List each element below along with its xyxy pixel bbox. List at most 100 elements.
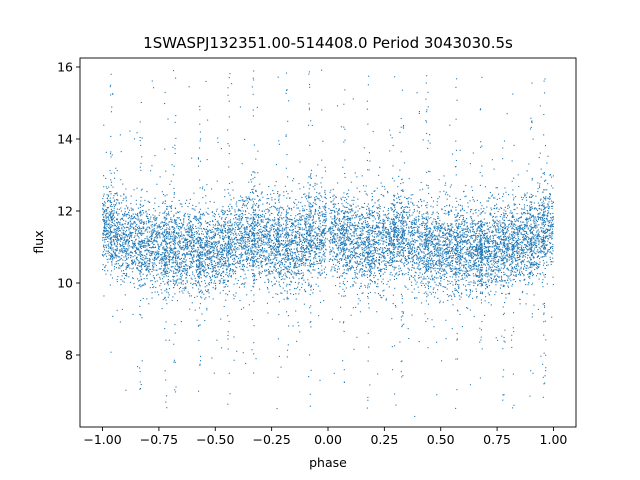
data-point bbox=[367, 254, 369, 256]
data-point bbox=[437, 271, 439, 273]
data-point bbox=[523, 233, 525, 236]
data-point bbox=[354, 225, 356, 227]
data-point bbox=[547, 212, 549, 214]
data-point bbox=[284, 242, 286, 244]
data-point bbox=[517, 218, 519, 220]
data-point bbox=[533, 216, 535, 218]
data-point bbox=[218, 280, 220, 282]
data-point bbox=[408, 279, 411, 281]
data-point bbox=[542, 219, 544, 221]
data-point bbox=[538, 233, 540, 235]
data-point bbox=[310, 289, 312, 291]
data-point bbox=[184, 237, 186, 239]
data-point bbox=[344, 139, 346, 141]
data-point bbox=[239, 215, 241, 217]
data-point bbox=[227, 403, 229, 405]
data-point bbox=[550, 217, 552, 219]
data-point bbox=[521, 248, 523, 250]
data-point bbox=[198, 240, 200, 242]
data-point bbox=[492, 216, 494, 218]
data-point bbox=[209, 275, 211, 277]
data-point bbox=[177, 211, 179, 214]
data-point bbox=[402, 213, 404, 215]
data-point bbox=[482, 258, 484, 261]
data-point bbox=[269, 237, 271, 239]
data-point bbox=[551, 228, 553, 230]
data-point bbox=[170, 245, 172, 247]
data-point bbox=[278, 229, 280, 231]
data-point bbox=[156, 183, 158, 185]
data-point bbox=[277, 214, 279, 216]
data-point bbox=[448, 235, 450, 237]
data-point bbox=[170, 266, 172, 268]
data-point bbox=[355, 216, 357, 218]
data-point bbox=[200, 277, 202, 279]
data-point bbox=[255, 247, 257, 249]
data-point bbox=[165, 379, 167, 381]
data-point bbox=[350, 222, 352, 224]
data-point bbox=[343, 248, 345, 251]
data-point bbox=[176, 300, 179, 302]
data-point bbox=[501, 222, 503, 224]
data-point bbox=[278, 245, 280, 248]
data-point bbox=[243, 264, 245, 266]
data-point bbox=[450, 236, 452, 238]
data-point bbox=[524, 224, 527, 226]
data-point bbox=[309, 243, 311, 245]
data-point bbox=[147, 200, 149, 202]
data-point bbox=[176, 224, 178, 226]
data-point bbox=[176, 263, 178, 265]
data-point bbox=[292, 252, 294, 254]
data-point bbox=[140, 189, 142, 191]
data-point bbox=[285, 134, 287, 136]
data-point bbox=[195, 219, 197, 222]
data-point bbox=[451, 210, 453, 212]
data-point bbox=[361, 232, 363, 234]
data-point bbox=[114, 236, 116, 238]
data-point bbox=[452, 250, 454, 252]
data-point bbox=[372, 257, 374, 259]
data-point bbox=[516, 218, 518, 220]
data-point bbox=[246, 234, 248, 236]
data-point bbox=[190, 250, 193, 252]
data-point bbox=[402, 255, 404, 257]
data-point bbox=[372, 215, 374, 217]
data-point bbox=[261, 236, 263, 238]
data-point bbox=[214, 241, 216, 243]
data-point bbox=[102, 202, 104, 205]
data-point bbox=[309, 176, 311, 178]
data-point bbox=[103, 255, 105, 257]
data-point bbox=[537, 212, 539, 215]
data-point bbox=[119, 249, 121, 251]
data-point bbox=[146, 213, 148, 215]
data-point bbox=[447, 264, 449, 266]
data-point bbox=[273, 242, 275, 244]
data-point bbox=[464, 258, 466, 260]
data-point bbox=[450, 210, 452, 212]
data-point bbox=[307, 279, 309, 281]
data-point bbox=[521, 233, 523, 236]
data-point bbox=[253, 261, 255, 263]
data-point bbox=[466, 243, 468, 245]
data-point bbox=[425, 236, 427, 238]
data-point bbox=[204, 289, 207, 291]
data-point bbox=[355, 277, 357, 279]
data-point bbox=[480, 261, 482, 263]
data-point bbox=[201, 248, 203, 250]
data-point bbox=[485, 249, 487, 251]
data-point bbox=[365, 226, 367, 228]
data-point bbox=[256, 260, 258, 263]
data-point bbox=[455, 219, 457, 221]
data-point bbox=[423, 251, 425, 253]
data-point bbox=[524, 195, 526, 197]
data-point bbox=[416, 230, 418, 232]
data-point bbox=[297, 224, 299, 226]
data-point bbox=[278, 284, 281, 286]
data-point bbox=[372, 255, 374, 257]
data-point bbox=[377, 248, 379, 250]
data-point bbox=[489, 254, 491, 256]
data-point bbox=[358, 257, 360, 259]
data-point bbox=[459, 261, 461, 263]
data-point bbox=[402, 233, 404, 235]
data-point bbox=[415, 240, 417, 242]
